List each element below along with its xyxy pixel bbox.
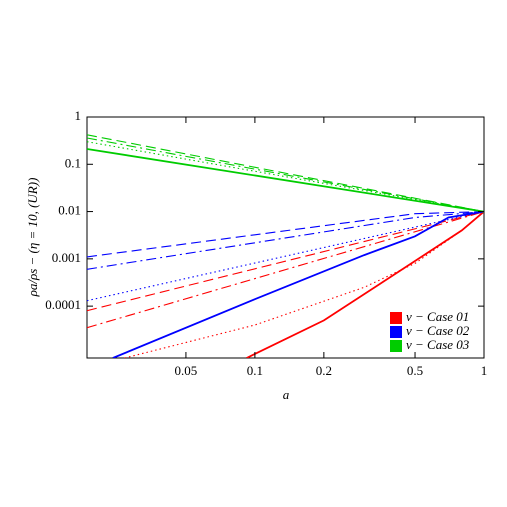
x-axis-label: a	[283, 387, 290, 402]
x-tick-label: 0.5	[407, 363, 423, 378]
y-axis-label: ρa/ρs − (η = 10, (UR))	[25, 178, 40, 298]
y-tick-label: 0.0001	[45, 297, 81, 312]
series-line	[87, 211, 484, 302]
lines	[87, 134, 484, 358]
legend-label: ν − Case 02	[406, 323, 470, 338]
y-tick-label: 1	[75, 108, 82, 123]
legend-label: ν − Case 01	[406, 309, 469, 324]
legend-swatch	[390, 312, 402, 324]
y-tick-label: 0.1	[65, 155, 81, 170]
y-tick-label: 0.01	[58, 203, 81, 218]
x-tick-label: 0.2	[316, 363, 332, 378]
x-tick-label: 1	[481, 363, 488, 378]
series-line	[87, 137, 484, 213]
legend-swatch	[390, 340, 402, 352]
series-line	[87, 141, 484, 213]
x-tick-label: 0.05	[175, 363, 198, 378]
series-line	[87, 211, 484, 312]
legend-swatch	[390, 326, 402, 338]
series-line	[87, 148, 484, 213]
series-line	[87, 211, 484, 258]
series-line	[87, 211, 484, 329]
y-tick-label: 0.001	[52, 250, 81, 265]
series-line	[112, 210, 484, 358]
plot-frame	[86, 116, 485, 359]
x-tick-label: 0.1	[247, 363, 263, 378]
legend-label: ν − Case 03	[406, 337, 470, 352]
series-line	[87, 134, 484, 213]
series-line	[246, 210, 484, 358]
